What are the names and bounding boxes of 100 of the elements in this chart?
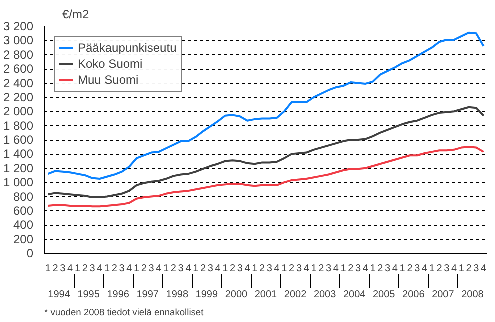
x-tick-label: 4: [97, 264, 104, 274]
y-tick-label: 1 800: [3, 118, 34, 133]
y-tick-label: 1 000: [3, 176, 34, 190]
x-tick-label: 4: [215, 264, 222, 274]
y-tick-label: 3 000: [3, 34, 34, 48]
x-tick-label: 2: [141, 264, 148, 274]
y-axis-title: €/m2: [62, 8, 90, 22]
y-tick-label: 1 400: [3, 147, 34, 162]
x-tick-label: 3: [266, 264, 273, 274]
x-tick-label: 2: [348, 264, 354, 274]
x-tick-label: 4: [451, 264, 458, 274]
text: 2002: [284, 290, 308, 300]
x-tick-label: 4: [333, 264, 340, 274]
text: 1998: [166, 290, 189, 300]
x-tick-label: 3: [208, 264, 214, 274]
x-tick-label: 3: [326, 264, 332, 274]
x-tick-label: 2: [230, 264, 236, 274]
x-tick-label: 4: [68, 264, 74, 274]
x-tick-label: 1: [222, 264, 229, 274]
x-tick-label: 2: [378, 264, 384, 274]
y-tick-label: 2 000: [3, 104, 34, 119]
text: 2008: [462, 290, 484, 300]
y-tick-label: 800: [13, 190, 34, 204]
y-tick-label: 2 600: [3, 62, 34, 76]
text: 1994: [48, 290, 71, 300]
x-tick-label: 1: [252, 264, 258, 274]
x-tick-label: 1: [134, 264, 140, 274]
x-tick-label: 4: [186, 264, 192, 274]
x-tick-label: 4: [392, 264, 398, 274]
x-tick-label: 1: [193, 264, 200, 274]
x-tick-label: 1: [458, 264, 465, 274]
x-tick-label: 3: [119, 264, 126, 274]
x-tick-label: 1: [400, 264, 406, 274]
x-tick-label: 4: [304, 264, 310, 274]
x-tick-label: 1: [104, 264, 110, 274]
text: 2000: [225, 290, 248, 300]
x-tick-label: 1: [311, 264, 318, 274]
x-tick-label: 2: [82, 264, 88, 274]
y-tick-label: 400: [13, 218, 34, 232]
x-tick-label: 3: [444, 264, 450, 274]
text: 2001: [254, 290, 278, 300]
x-tick-label: 3: [296, 264, 302, 274]
text: 2003: [314, 290, 337, 300]
x-tick-label: 2: [289, 264, 296, 274]
text: 2004: [343, 290, 366, 300]
text: 1999: [196, 290, 218, 300]
y-tick-label: 2 800: [3, 48, 34, 62]
x-tick-label: 3: [385, 264, 392, 274]
x-tick-label: 1: [340, 264, 347, 274]
x-tick-label: 4: [422, 264, 428, 274]
x-tick-label: 3: [60, 264, 66, 274]
x-tick-label: 3: [148, 264, 155, 274]
y-tick-label: 200: [13, 232, 34, 246]
text: 2006: [402, 290, 426, 300]
x-tick-label: 3: [237, 264, 244, 274]
x-tick-label: 1: [45, 264, 52, 274]
legend-label: Koko Suomi: [78, 57, 143, 71]
legend-label: Muu Suomi: [78, 73, 139, 87]
x-tick-label: 4: [274, 264, 280, 274]
x-tick-label: 2: [52, 264, 59, 274]
x-tick-label: 3: [178, 264, 184, 274]
x-tick-label: 4: [481, 264, 488, 274]
x-tick-label: 1: [164, 264, 170, 274]
x-tick-label: 2: [112, 264, 118, 274]
legend-label: Pääkaupunkiseutu: [78, 41, 177, 55]
text: 2007: [432, 290, 455, 300]
x-tick-label: 3: [90, 264, 96, 274]
text: 1996: [107, 290, 130, 300]
line-series: [47, 32, 485, 180]
x-tick-label: 2: [407, 264, 414, 274]
y-tick-label: 3 200: [3, 20, 34, 34]
text: 1997: [136, 290, 160, 300]
x-tick-label: 1: [429, 264, 436, 274]
text: 1995: [78, 290, 100, 300]
x-tick-label: 2: [170, 264, 177, 274]
y-tick-label: 600: [13, 204, 34, 218]
x-tick-label: 4: [362, 264, 369, 274]
text: 2005: [373, 290, 396, 300]
y-tick-label: 1 600: [3, 133, 34, 147]
x-tick-label: 1: [370, 264, 376, 274]
y-tick-label: 2 400: [3, 76, 34, 90]
line-series: [47, 146, 485, 208]
x-tick-label: 2: [260, 264, 266, 274]
x-tick-label: 4: [244, 264, 251, 274]
text: * vuoden 2008 tiedot vielä ennakolliset: [44, 308, 204, 318]
x-tick-label: 2: [200, 264, 206, 274]
x-tick-label: 4: [126, 264, 133, 274]
x-tick-label: 4: [156, 264, 162, 274]
y-tick-label: 0: [26, 246, 34, 260]
x-tick-label: 1: [282, 264, 288, 274]
x-tick-label: 2: [436, 264, 443, 274]
x-tick-label: 2: [466, 264, 472, 274]
x-tick-label: 2: [318, 264, 325, 274]
x-tick-label: 3: [474, 264, 480, 274]
x-tick-label: 3: [356, 264, 362, 274]
x-tick-label: 1: [74, 264, 81, 274]
y-tick-label: 1 200: [3, 161, 34, 176]
x-tick-label: 3: [414, 264, 421, 274]
line-series: [47, 106, 485, 198]
y-tick-label: 2 200: [3, 90, 34, 104]
